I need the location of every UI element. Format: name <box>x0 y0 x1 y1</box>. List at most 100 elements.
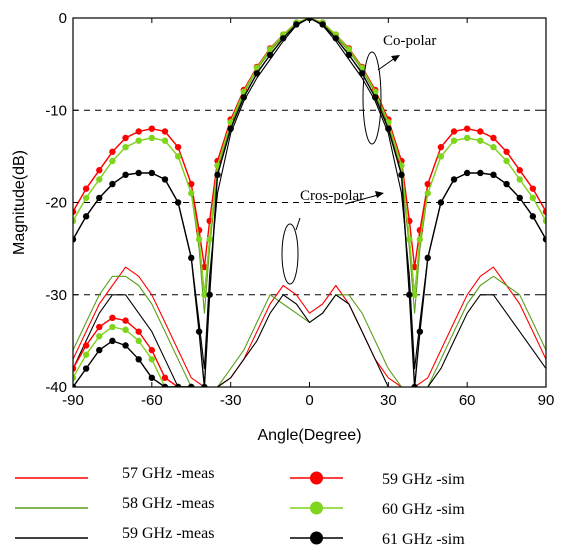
data-point <box>542 208 546 215</box>
data-point <box>450 128 458 135</box>
cross-polar-arrow <box>344 194 379 205</box>
data-point <box>516 176 523 183</box>
legend-label: 58 GHz -meas <box>122 495 214 512</box>
data-point <box>96 194 103 202</box>
series-line <box>73 275 546 387</box>
data-point <box>529 194 537 202</box>
data-point <box>416 328 424 335</box>
data-point <box>188 383 195 387</box>
data-point <box>345 51 353 59</box>
data-point <box>148 346 156 354</box>
data-point <box>73 365 77 372</box>
series-line <box>73 18 546 296</box>
data-point <box>148 125 156 132</box>
data-point <box>82 213 90 220</box>
x-tick-label: -90 <box>62 392 84 409</box>
data-point <box>109 337 116 345</box>
data-point <box>135 169 142 177</box>
data-point <box>148 356 156 363</box>
data-point <box>437 143 445 151</box>
x-tick-label: -60 <box>141 392 163 409</box>
y-tick-label: -20 <box>45 195 67 212</box>
data-point <box>174 199 182 206</box>
y-tick-label: -30 <box>45 287 67 304</box>
data-point <box>96 323 103 331</box>
data-point <box>319 21 326 28</box>
data-point <box>148 134 156 142</box>
series-line <box>73 18 546 296</box>
data-point <box>463 125 471 132</box>
series-line <box>73 340 192 387</box>
x-tick-label: 0 <box>305 392 313 409</box>
data-point <box>122 171 129 179</box>
legend-marker <box>310 471 323 485</box>
data-point <box>266 51 274 59</box>
data-point <box>280 35 287 42</box>
plot-area <box>72 17 547 388</box>
data-point <box>73 374 77 381</box>
cross-polar-arrowhead <box>375 191 384 198</box>
co-polar-label: Co-polar <box>383 33 436 49</box>
legend-label: 59 GHz -meas <box>122 525 214 542</box>
data-point <box>411 291 418 298</box>
data-point <box>195 236 203 243</box>
legend-marker <box>310 501 323 515</box>
co-polar-ellipse <box>362 51 382 145</box>
data-point <box>293 21 300 28</box>
data-point <box>135 356 142 363</box>
series-line <box>73 266 546 387</box>
data-point <box>490 143 497 151</box>
data-point <box>161 383 169 387</box>
data-point <box>490 134 497 142</box>
data-point <box>424 190 431 197</box>
data-point <box>411 383 418 387</box>
data-point <box>371 94 379 101</box>
data-point <box>516 194 523 202</box>
data-point <box>503 157 510 165</box>
data-point <box>201 291 208 298</box>
data-point <box>148 374 156 381</box>
data-point <box>188 180 195 188</box>
data-point <box>358 64 366 72</box>
legend: 57 GHz -meas 58 GHz -meas 59 GHz -meas 59 G… <box>15 465 465 548</box>
data-point <box>122 143 129 151</box>
data-point <box>174 383 182 387</box>
data-point <box>122 342 129 349</box>
data-point <box>437 153 445 160</box>
data-point <box>109 180 116 188</box>
co-polar-arrowhead <box>391 55 400 62</box>
data-point <box>96 167 103 174</box>
legend-label: 60 GHz -sim <box>382 501 465 518</box>
legend-label: 59 GHz -sim <box>382 471 465 488</box>
x-tick-label: 90 <box>538 392 555 409</box>
data-point <box>227 125 234 132</box>
data-point <box>109 157 116 165</box>
data-point <box>195 328 203 335</box>
data-point <box>477 137 484 144</box>
legend-label: 57 GHz -meas <box>122 465 214 482</box>
series-line <box>73 18 546 387</box>
data-point <box>188 190 195 197</box>
data-point <box>463 134 471 142</box>
data-point <box>82 194 90 202</box>
data-point <box>266 46 274 53</box>
data-point <box>542 236 546 243</box>
data-point <box>332 35 339 42</box>
y-tick-label: -10 <box>45 102 67 119</box>
data-point <box>477 128 484 135</box>
data-point <box>161 176 169 183</box>
data-point <box>253 64 261 72</box>
data-point <box>109 148 116 155</box>
data-point <box>109 323 116 331</box>
data-point <box>529 213 537 220</box>
data-point <box>161 128 169 135</box>
data-point <box>240 94 248 101</box>
data-point <box>201 263 208 271</box>
co-polar-arrow <box>377 57 396 71</box>
data-point <box>424 180 431 188</box>
data-point <box>122 134 129 142</box>
data-point <box>82 185 90 192</box>
data-point <box>529 185 537 192</box>
data-point <box>516 167 523 174</box>
data-point <box>96 346 103 354</box>
